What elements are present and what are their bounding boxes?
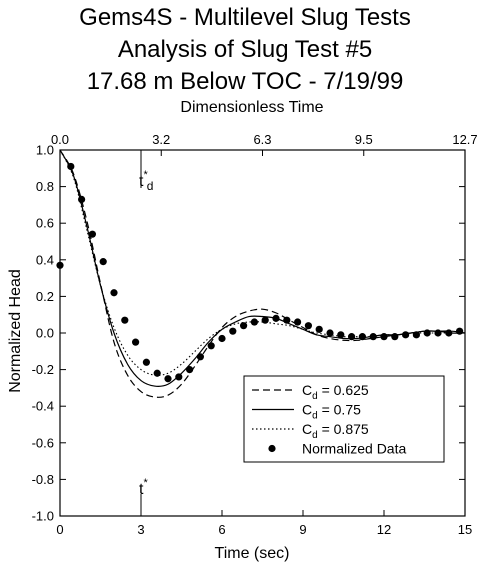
x2-axis-label: Dimensionless Time [180, 99, 323, 116]
data-point [358, 333, 366, 341]
legend-label: Cd = 0.625 [302, 382, 369, 402]
data-point [250, 318, 258, 326]
x-tick-label: 6 [218, 522, 225, 537]
chart-title-line-3: 17.68 m Below TOC - 7/19/99 [86, 68, 404, 95]
x2-tick-label: 3.2 [152, 132, 170, 147]
y-axis-label: Normalized Head [7, 269, 24, 393]
data-point [175, 373, 183, 381]
legend-label-rest: = 0.875 [318, 421, 369, 437]
td-star-sub: d [147, 179, 154, 193]
legend-label-main: C [302, 402, 312, 418]
legend-label-sub: d [312, 430, 318, 441]
data-point [423, 329, 431, 337]
t-star-main: t [139, 481, 144, 498]
y-tick-label: 0.2 [36, 289, 54, 304]
data-point [380, 333, 388, 341]
x2-tick-label: 12.7 [452, 132, 477, 147]
series-line-dotted [59, 149, 465, 376]
chart-title-line-2: Analysis of Slug Test #5 [117, 36, 373, 63]
legend-label-main: C [302, 421, 312, 437]
legend-label-rest: = 0.625 [318, 382, 369, 398]
data-point [315, 325, 323, 333]
data-point [348, 333, 356, 341]
td-star-label: t*d [139, 169, 153, 193]
chart-title-line-1: Gems4S - Multilevel Slug Tests [79, 4, 411, 31]
x-tick-label: 12 [377, 522, 391, 537]
data-point [164, 375, 172, 383]
x2-tick-label: 0.0 [51, 132, 69, 147]
series-line-solid [59, 149, 466, 387]
data-point [153, 369, 161, 377]
x-tick-label: 9 [299, 522, 306, 537]
data-point [121, 316, 129, 324]
y-tick-label: -1.0 [32, 509, 54, 524]
legend-label-sub: d [312, 411, 318, 422]
data-point [67, 162, 75, 171]
data-point [304, 322, 312, 330]
y-tick-label: -0.4 [32, 399, 54, 414]
y-tick-label: -0.6 [32, 435, 54, 450]
legend-label: Normalized Data [302, 441, 406, 457]
y-tick-label: 0.8 [36, 179, 54, 194]
legend-label-main: Normalized Data [302, 441, 406, 457]
data-point [99, 258, 107, 266]
data-point [88, 230, 96, 238]
y-tick-label: 0.4 [36, 252, 54, 267]
data-point [272, 314, 280, 322]
series-line-dashed [59, 149, 466, 398]
x2-tick-label: 6.3 [253, 132, 271, 147]
data-point [229, 327, 237, 335]
data-point [142, 358, 150, 366]
x2-tick-label: 9.5 [355, 132, 373, 147]
x-tick-label: 0 [56, 522, 63, 537]
data-point [294, 318, 302, 326]
legend-label: Cd = 0.75 [302, 402, 361, 422]
y-tick-label: 0.0 [36, 326, 54, 341]
data-point [240, 322, 248, 330]
data-point [218, 334, 226, 343]
data-point [326, 329, 334, 337]
data-point [402, 331, 410, 339]
y-tick-label: 0.6 [36, 216, 54, 231]
series-layer [56, 149, 466, 398]
x-axis-label: Time (sec) [215, 545, 290, 562]
y-tick-label: 1.0 [36, 143, 54, 158]
data-point [261, 316, 269, 324]
data-point [337, 331, 345, 339]
data-point [369, 333, 377, 341]
data-point [412, 331, 420, 339]
y-tick-label: -0.8 [32, 472, 54, 487]
data-point [207, 342, 215, 350]
data-point [110, 289, 118, 297]
legend-label-rest: = 0.75 [318, 402, 361, 418]
legend-label-main: C [302, 382, 312, 398]
y-tick-label: -0.2 [32, 362, 54, 377]
data-point [78, 195, 86, 204]
data-point [186, 366, 194, 374]
data-point [56, 261, 64, 269]
x-tick-label: 3 [137, 522, 144, 537]
data-point [456, 327, 464, 335]
data-point [283, 316, 291, 324]
legend-label-sub: d [312, 391, 318, 402]
legend-swatch-marker [268, 444, 276, 453]
data-point [391, 333, 399, 341]
data-point [445, 329, 453, 337]
data-point [132, 338, 140, 346]
data-point [434, 329, 442, 337]
plot-axes: 0 3 6 9 12 15 0.0 3.2 6.3 9.5 12.7 1.0 0.8 0.6 0.4 0.2 0… [32, 132, 478, 537]
td-star-sup: * [143, 169, 148, 181]
data-point [196, 353, 204, 361]
t-star-label: t* [139, 477, 148, 498]
t-star-sup: * [143, 477, 148, 489]
legend-label: Cd = 0.875 [302, 421, 369, 441]
x-tick-label: 15 [458, 522, 472, 537]
td-star-main: t [139, 173, 144, 190]
